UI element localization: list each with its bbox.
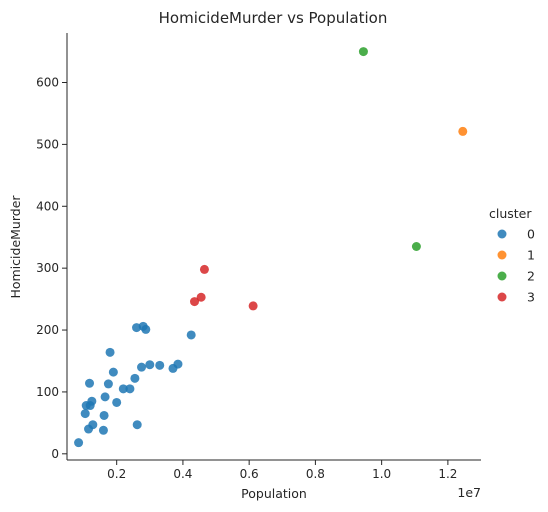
data-point-cluster-0 [125,384,135,394]
legend-marker-cluster-3 [497,292,507,302]
chart-title: HomicideMurder vs Population [159,9,388,27]
y-tick-label: 0 [51,447,59,461]
data-point-cluster-0 [105,347,115,357]
data-point-cluster-3 [190,297,200,307]
data-point-cluster-3 [196,292,206,302]
data-point-cluster-0 [100,392,110,402]
data-point-cluster-0 [103,379,113,389]
y-tick-label: 400 [36,199,59,213]
legend-label-cluster-1: 1 [527,248,535,263]
data-point-cluster-0 [85,378,95,388]
y-tick-label: 300 [36,261,59,275]
data-point-cluster-0 [186,330,196,340]
x-tick-label: 0.8 [306,467,325,481]
x-tick-label: 0.4 [173,467,192,481]
data-point-cluster-0 [87,396,97,406]
y-axis-label: HomicideMurder [8,195,23,299]
x-tick-label: 1.0 [372,467,391,481]
data-point-cluster-0 [80,409,90,419]
x-tick-label: 0.6 [240,467,259,481]
x-axis-offset-label: 1e7 [457,485,481,500]
legend-title: cluster [489,206,532,221]
legend: cluster 0 1 2 3 [489,206,535,305]
data-point-cluster-1 [458,126,468,136]
data-point-cluster-0 [98,425,108,435]
data-point-cluster-0 [132,420,142,430]
data-point-cluster-0 [173,359,183,369]
y-tick-label: 100 [36,385,59,399]
data-point-cluster-0 [145,360,155,370]
data-point-cluster-3 [199,264,209,274]
data-point-cluster-2 [411,242,421,251]
legend-marker-cluster-2 [497,271,507,281]
data-point-cluster-0 [88,420,98,430]
data-point-cluster-0 [118,384,128,394]
data-point-cluster-0 [130,373,140,383]
data-point-cluster-0 [155,360,165,370]
data-point-cluster-0 [141,324,151,334]
legend-items: 0 1 2 3 [497,227,535,305]
data-point-cluster-0 [112,397,122,407]
plot-area [74,47,468,448]
y-tick-label: 500 [36,137,59,151]
data-point-cluster-0 [99,410,109,420]
x-ticks: 0.2 0.4 0.6 0.8 1.0 1.2 [107,460,457,481]
data-point-cluster-0 [137,362,147,372]
legend-marker-cluster-1 [497,250,507,260]
legend-label-cluster-3: 3 [527,290,535,305]
y-tick-label: 600 [36,76,59,90]
y-tick-label: 200 [36,323,59,337]
x-tick-label: 1.2 [438,467,457,481]
data-point-cluster-0 [108,367,118,377]
legend-marker-cluster-0 [497,229,507,239]
data-point-cluster-2 [358,47,368,57]
data-point-cluster-0 [74,438,84,448]
legend-label-cluster-2: 2 [527,269,535,284]
x-tick-label: 0.2 [107,467,126,481]
y-ticks: 0 100 200 300 400 500 600 [36,76,67,461]
data-point-cluster-3 [248,301,258,311]
x-axis-label: Population [241,486,307,501]
legend-label-cluster-0: 0 [527,227,535,242]
